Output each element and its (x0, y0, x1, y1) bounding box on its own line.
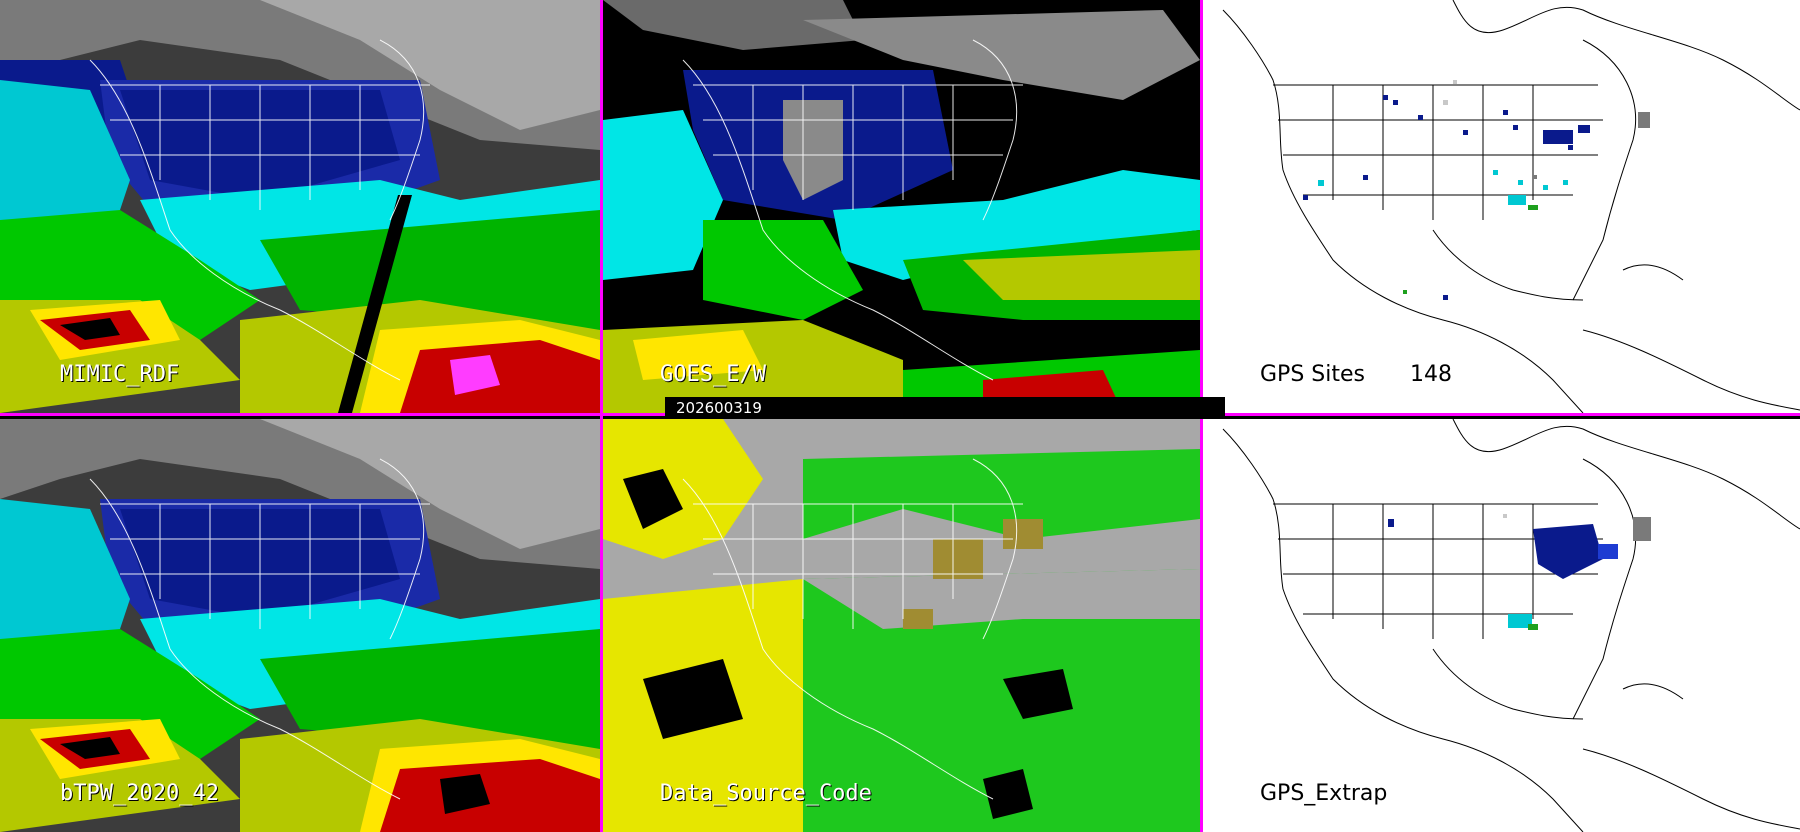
gps-sites-map (1203, 0, 1800, 413)
panel-title: MIMIC_RDF (60, 362, 180, 387)
panel-title: GPS_Extrap (1260, 781, 1388, 806)
panel-title: GOES_E/W (660, 362, 766, 387)
goes-ew-map-panel[interactable]: GOES_E/W (603, 0, 1200, 413)
gps-extrap-map-panel[interactable]: GPS_Extrap (1203, 419, 1800, 832)
btpw-map-panel[interactable]: bTPW_2020_42 (0, 419, 600, 832)
timestamp-bar: 202600319 (665, 397, 1225, 419)
mimic-rdf-map (0, 0, 600, 413)
vertical-separator-left (600, 0, 603, 832)
btpw-map (0, 419, 600, 832)
data-source-code-map (603, 419, 1200, 832)
goes-ew-map (603, 0, 1200, 413)
data-source-code-map-panel[interactable]: Data_Source_Code (603, 419, 1200, 832)
gps-extrap-map (1203, 419, 1800, 832)
panel-title: GPS Sites (1260, 362, 1365, 387)
gps-sites-map-panel[interactable]: GPS Sites 148 (1203, 0, 1800, 413)
panel-title: Data_Source_Code (660, 781, 872, 806)
mimic-rdf-map-panel[interactable]: MIMIC_RDF (0, 0, 600, 413)
panel-title: bTPW_2020_42 (60, 781, 219, 806)
gps-site-count: 148 (1410, 362, 1452, 387)
